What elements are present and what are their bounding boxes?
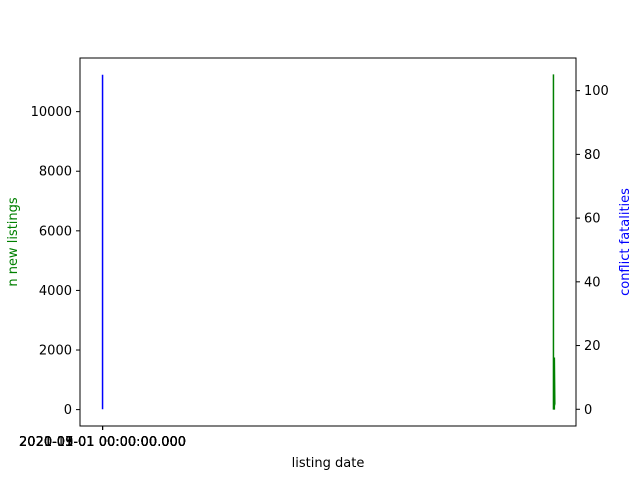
x-tick-label: 2020-11-01 00:00:00.000 bbox=[19, 435, 186, 450]
x-tick-label: 2021-03-01 00:00:00.000 bbox=[19, 435, 186, 450]
left-y-tick-label: 8000 bbox=[39, 165, 72, 180]
left-y-tick-label: 6000 bbox=[39, 224, 72, 239]
left-y-tick-label: 2000 bbox=[39, 344, 72, 359]
right-y-tick-label: 100 bbox=[584, 84, 609, 99]
x-tick-label: 2020-03-01 00:00:00.000 bbox=[19, 435, 186, 450]
right-y-axis-label: conflict fatalities bbox=[618, 188, 633, 296]
x-tick-label: 2020-05-01 00:00:00.000 bbox=[19, 435, 186, 450]
right-y-tick-label: 0 bbox=[584, 403, 592, 418]
left-y-tick-label: 0 bbox=[64, 403, 72, 418]
x-tick-label: 2020-09-01 00:00:00.000 bbox=[19, 435, 186, 450]
x-tick-label: 2021-01-01 00:00:00.000 bbox=[19, 435, 186, 450]
right-y-tick-label: 40 bbox=[584, 275, 601, 290]
x-axis-label: listing date bbox=[292, 456, 365, 471]
left-y-axis-label: n new listings bbox=[6, 197, 21, 287]
right-y-tick-label: 60 bbox=[584, 212, 601, 227]
x-tick-label: 2020-01-01 00:00:00.000 bbox=[19, 435, 186, 450]
series-line-new-listings bbox=[552, 74, 556, 410]
left-y-tick-label: 4000 bbox=[39, 284, 72, 299]
right-y-tick-label: 20 bbox=[584, 339, 601, 354]
right-y-tick-label: 80 bbox=[584, 148, 601, 163]
left-y-tick-label: 10000 bbox=[31, 105, 72, 120]
plot-frame bbox=[79, 57, 577, 427]
x-tick-label: 2020-07-01 00:00:00.000 bbox=[19, 435, 186, 450]
